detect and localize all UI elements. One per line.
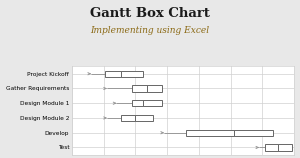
Bar <box>132 100 143 106</box>
Bar <box>146 85 162 92</box>
Bar <box>234 130 273 136</box>
Bar <box>132 85 146 92</box>
Bar <box>278 144 292 151</box>
Text: Implementing using Excel: Implementing using Excel <box>90 26 210 35</box>
Bar <box>105 71 121 77</box>
Bar <box>135 115 153 121</box>
Bar <box>121 115 135 121</box>
Bar <box>121 71 143 77</box>
Text: Gantt Box Chart: Gantt Box Chart <box>90 7 210 20</box>
Bar <box>143 100 162 106</box>
Bar <box>266 144 278 151</box>
Bar <box>186 130 234 136</box>
